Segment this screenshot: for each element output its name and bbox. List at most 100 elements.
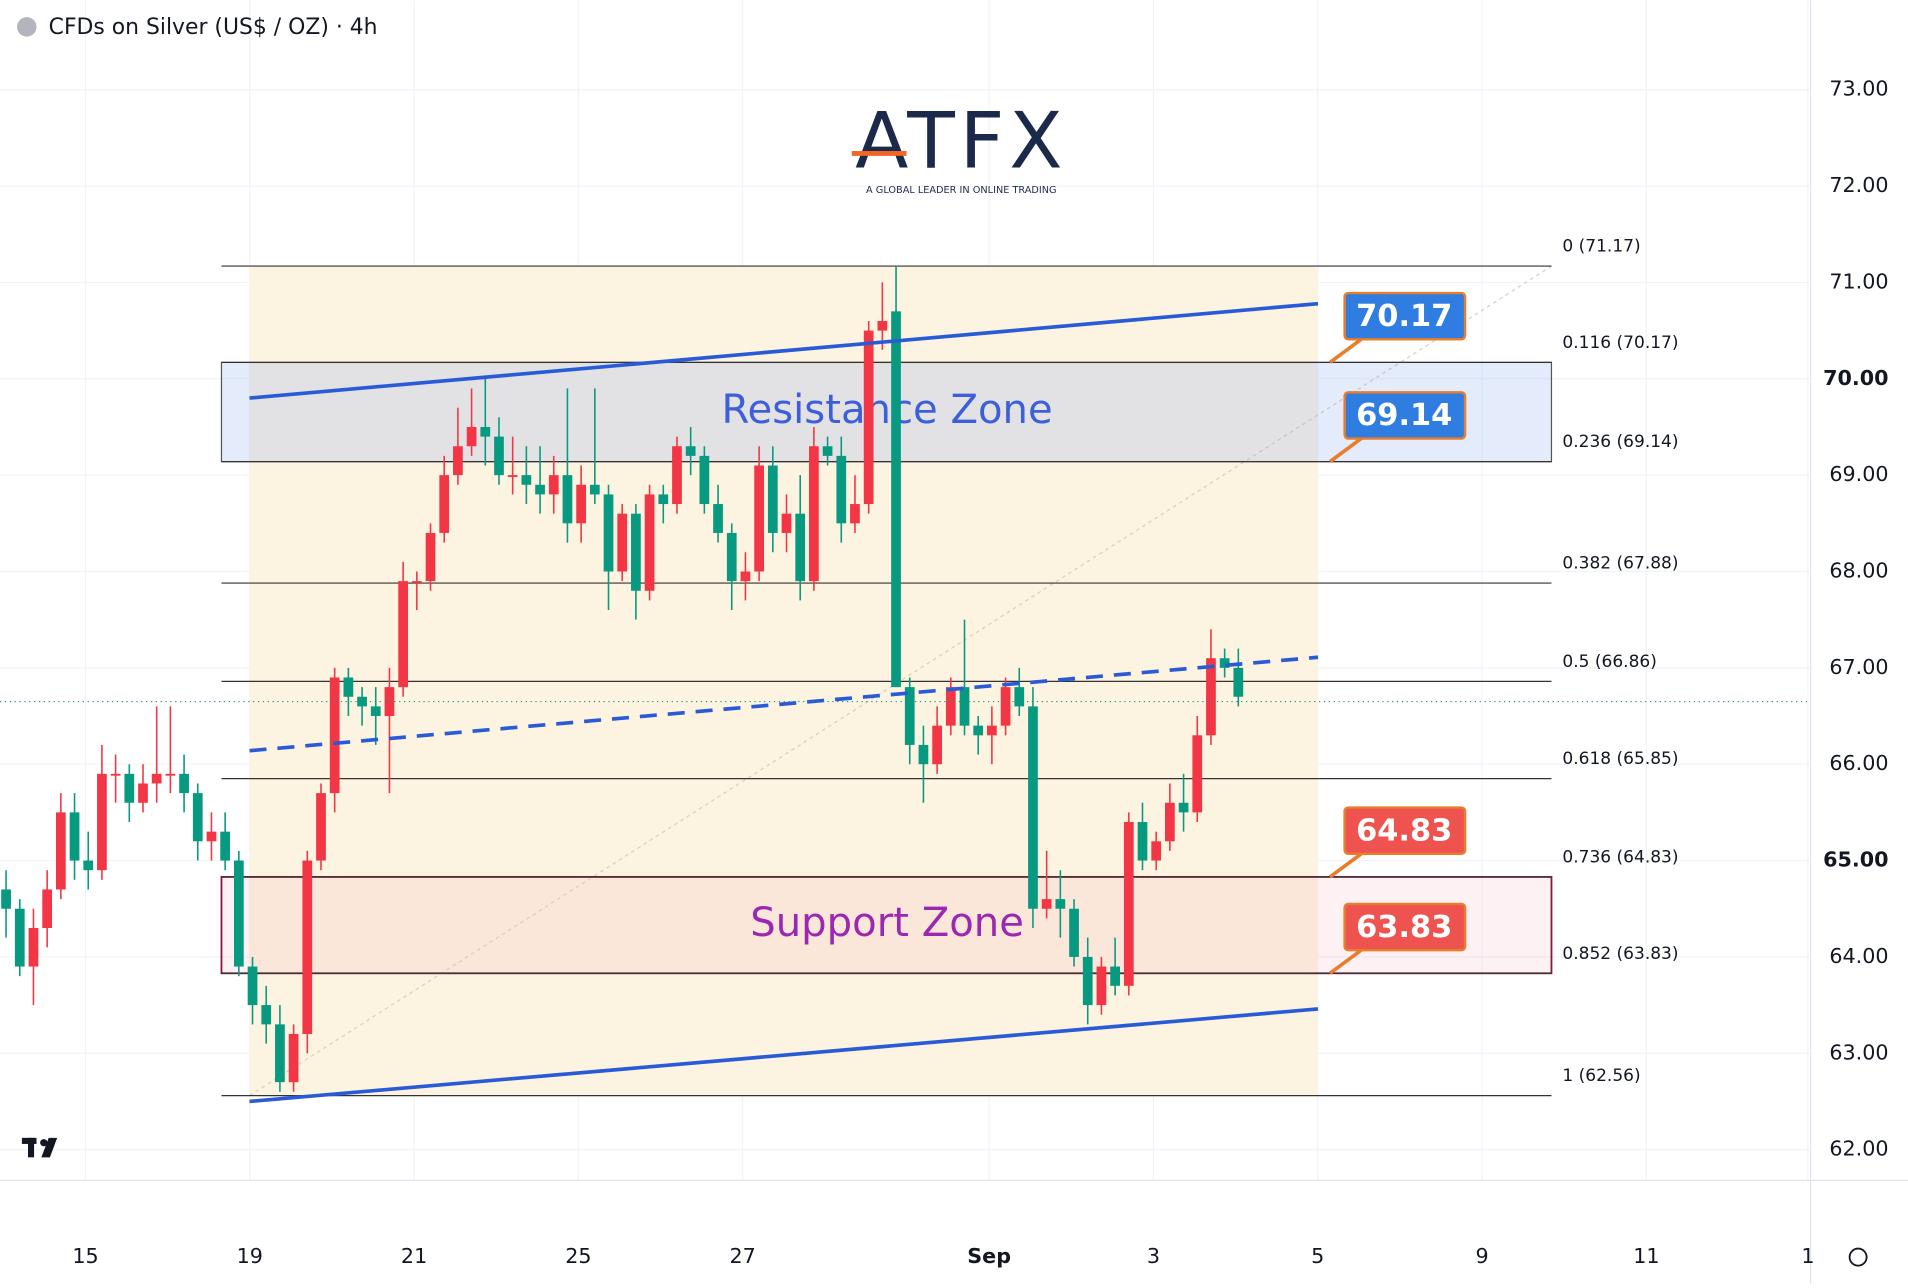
candle-body bbox=[1, 889, 11, 909]
candle-body bbox=[576, 484, 587, 524]
logo-tagline: A GLOBAL LEADER IN ONLINE TRADING bbox=[866, 185, 1056, 196]
badge-pointer bbox=[1328, 336, 1364, 364]
x-tick-label: 19 bbox=[237, 1244, 263, 1268]
candle-body bbox=[275, 1024, 285, 1083]
candle-body bbox=[439, 475, 450, 533]
candle-body bbox=[494, 436, 504, 476]
fib-trend bbox=[249, 265, 1552, 1097]
candle-body bbox=[220, 831, 231, 861]
candle-body bbox=[398, 581, 409, 688]
price-badge-label: 70.17 bbox=[1356, 299, 1452, 334]
candle-body bbox=[795, 513, 806, 582]
candle-body bbox=[1178, 802, 1189, 813]
candle-body bbox=[685, 446, 696, 456]
candle-body bbox=[740, 571, 751, 582]
tv-logo bbox=[21, 1137, 58, 1158]
candle-body bbox=[891, 311, 901, 688]
y-tick-label: 69.00 bbox=[1829, 462, 1888, 486]
y-tick-label: 67.00 bbox=[1829, 655, 1888, 679]
badge-pointer bbox=[1328, 947, 1364, 975]
x-tick-label: 21 bbox=[401, 1244, 427, 1268]
zone bbox=[220, 361, 1553, 463]
x-tick-label: 25 bbox=[565, 1244, 591, 1268]
candle-body bbox=[822, 446, 833, 456]
candle-body bbox=[644, 494, 655, 591]
chart-title: CFDs on Silver (US$ / OZ) · 4h bbox=[49, 15, 378, 40]
fib-label: 0.736 (64.83) bbox=[1562, 847, 1678, 867]
candle-body bbox=[904, 687, 915, 745]
y-tick-label: 63.00 bbox=[1829, 1040, 1888, 1064]
candle-body bbox=[672, 446, 682, 505]
candle-body bbox=[206, 831, 217, 842]
x-tick-label: 15 bbox=[72, 1244, 98, 1268]
x-tick-label: Sep bbox=[967, 1244, 1011, 1268]
candle-body bbox=[28, 928, 39, 967]
candle-body bbox=[42, 889, 53, 929]
candle-body bbox=[14, 908, 25, 967]
candle-body bbox=[932, 725, 942, 765]
badge-pointer bbox=[1328, 435, 1364, 464]
y-tick-label: 68.00 bbox=[1829, 558, 1888, 582]
zone-label: Support Zone bbox=[750, 900, 1024, 946]
candle-body bbox=[357, 696, 367, 707]
candle-body bbox=[1206, 658, 1216, 736]
candle-body bbox=[55, 812, 66, 890]
fib-label: 1 (62.56) bbox=[1562, 1066, 1640, 1086]
candle-body bbox=[809, 446, 819, 582]
candle-body bbox=[1069, 908, 1079, 957]
candle-body bbox=[863, 330, 874, 505]
candle-body bbox=[247, 966, 258, 1006]
price-badge bbox=[1343, 291, 1467, 341]
y-tick-label: 64.00 bbox=[1829, 944, 1888, 968]
candle-body bbox=[466, 426, 477, 447]
candle-body bbox=[370, 706, 381, 717]
y-tick-label: 62.00 bbox=[1829, 1137, 1888, 1161]
x-tick-label: 3 bbox=[1147, 1244, 1160, 1268]
candle-body bbox=[631, 513, 641, 591]
candle-body bbox=[329, 677, 340, 794]
candle-body bbox=[973, 725, 984, 736]
candle-body bbox=[877, 320, 888, 331]
candle-body bbox=[480, 426, 491, 437]
x-tick-label: 27 bbox=[730, 1244, 756, 1268]
candle-body bbox=[97, 773, 107, 871]
y-tick-label: 72.00 bbox=[1829, 173, 1888, 197]
candle-body bbox=[1110, 966, 1120, 986]
candle-body bbox=[521, 475, 532, 485]
candle-body bbox=[987, 725, 997, 736]
candle-body bbox=[179, 773, 189, 794]
settings-button[interactable] bbox=[1848, 1247, 1868, 1267]
candle-body bbox=[1041, 899, 1052, 909]
zone-label: Resistance Zone bbox=[721, 387, 1052, 433]
candle-body bbox=[918, 744, 929, 765]
candle-body bbox=[343, 677, 354, 697]
candle-body bbox=[411, 581, 422, 583]
candle-body bbox=[316, 793, 326, 861]
candle-body bbox=[1014, 687, 1025, 707]
candle-body bbox=[754, 465, 764, 572]
y-tick-label: 70.00 bbox=[1823, 366, 1888, 390]
badge-pointer bbox=[1328, 851, 1364, 879]
candle-body bbox=[233, 860, 244, 967]
candle-body bbox=[1096, 966, 1107, 1006]
candle-body bbox=[1151, 841, 1162, 861]
y-tick-label: 66.00 bbox=[1829, 751, 1888, 775]
candle-body bbox=[192, 793, 203, 842]
fib-label: 0.618 (65.85) bbox=[1562, 749, 1678, 769]
candle-body bbox=[658, 494, 669, 505]
candle-body bbox=[288, 1033, 299, 1083]
candle-body bbox=[69, 812, 80, 861]
trendline bbox=[249, 1007, 1319, 1104]
fib-label: 0 (71.17) bbox=[1562, 237, 1640, 257]
fib-label: 0.116 (70.17) bbox=[1562, 333, 1678, 353]
candle-body bbox=[1028, 706, 1038, 909]
fib-label: 0.236 (69.14) bbox=[1562, 432, 1678, 452]
fib-label: 0.382 (67.88) bbox=[1562, 554, 1678, 574]
fib-label: 0.5 (66.86) bbox=[1562, 652, 1656, 672]
candle-body bbox=[453, 446, 463, 476]
candle-body bbox=[767, 465, 778, 533]
candle-body bbox=[165, 773, 176, 776]
fib-label: 0.852 (63.83) bbox=[1562, 944, 1678, 964]
candle-body bbox=[562, 475, 573, 524]
symbol-icon bbox=[17, 17, 37, 37]
